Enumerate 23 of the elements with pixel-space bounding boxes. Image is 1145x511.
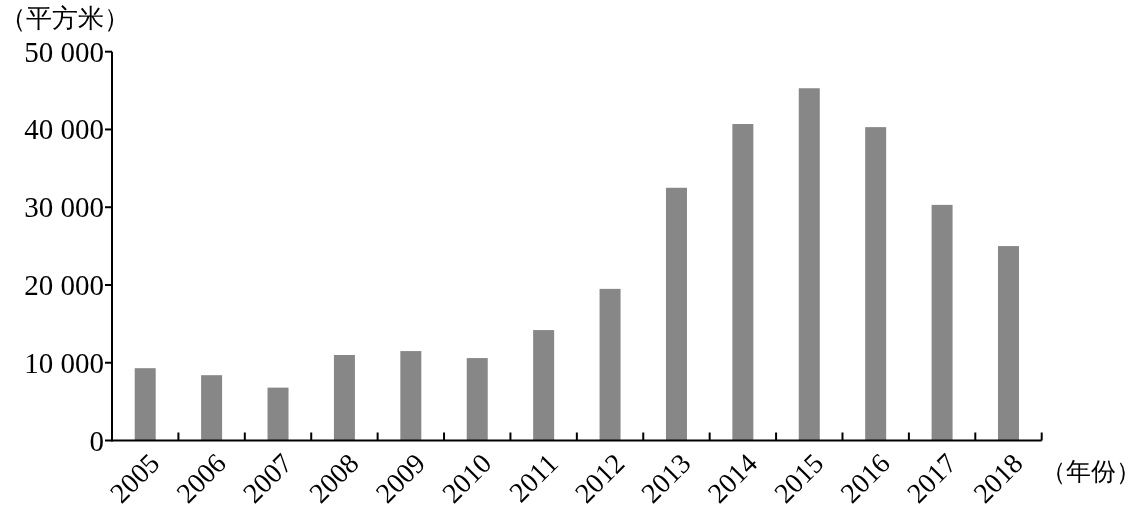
bar — [931, 204, 953, 441]
y-tick-label: 30 000 — [24, 191, 104, 224]
y-tick-label: 0 — [89, 424, 104, 457]
x-tick-label: 2011 — [503, 447, 564, 509]
bar — [665, 187, 687, 441]
bar — [599, 288, 621, 441]
bar — [998, 246, 1019, 441]
bar — [400, 351, 422, 441]
bar — [533, 330, 555, 441]
bar — [201, 375, 223, 441]
bar — [732, 124, 754, 441]
bar — [798, 88, 820, 441]
y-tick-label: 10 000 — [24, 346, 104, 379]
x-axis-title: （年份） — [1041, 458, 1141, 485]
y-tick-label: 50 000 — [24, 35, 104, 68]
bar — [333, 354, 355, 441]
y-tick-label: 20 000 — [24, 268, 104, 301]
bar — [134, 368, 156, 441]
bar — [267, 387, 289, 441]
bar — [466, 358, 488, 441]
y-tick-label: 40 000 — [24, 113, 104, 146]
y-axis-title: （平方米） — [0, 4, 130, 33]
bar — [865, 127, 887, 441]
